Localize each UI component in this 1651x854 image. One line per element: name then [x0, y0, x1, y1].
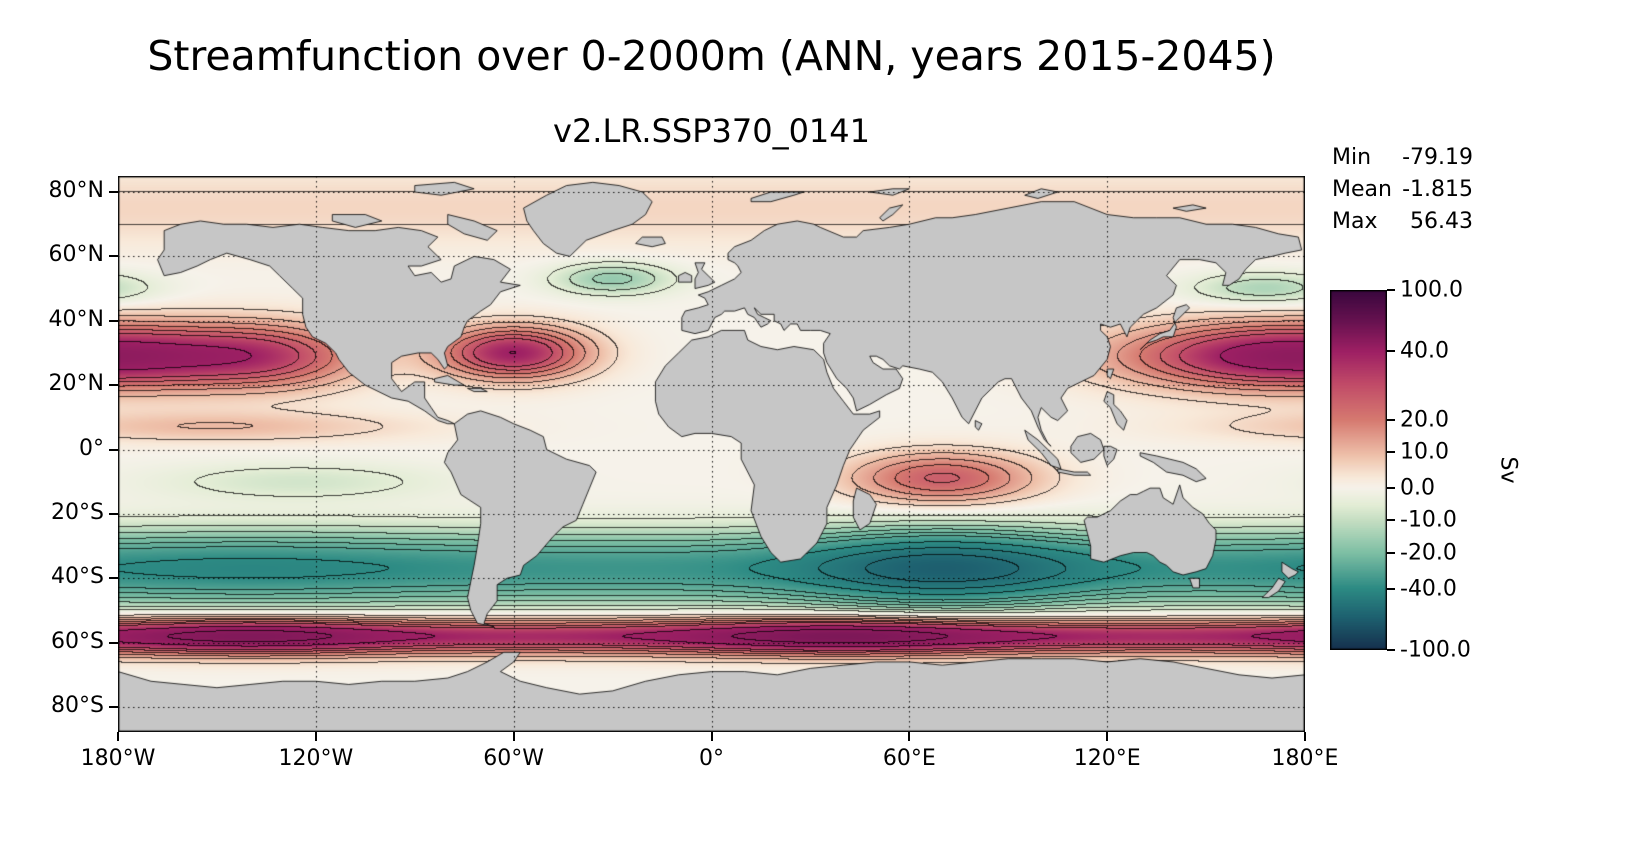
x-tick-mark — [512, 732, 515, 741]
stat-min-label: Min — [1332, 145, 1372, 170]
y-tick-mark — [109, 384, 118, 387]
colorbar-tick-mark — [1387, 551, 1395, 554]
y-tick-mark — [109, 577, 118, 580]
colorbar-tick-label: -20.0 — [1400, 540, 1457, 566]
y-tick-mark — [109, 191, 118, 193]
x-tick-mark — [710, 732, 713, 741]
colorbar-unit-label: Sv — [1495, 456, 1521, 484]
y-tick-label: 20°S — [51, 499, 104, 525]
x-tick-label: 120°W — [278, 746, 354, 771]
x-tick-mark — [1106, 732, 1109, 741]
stat-max-value: 56.43 — [1410, 209, 1473, 234]
x-tick-mark — [1304, 732, 1306, 741]
y-tick-label: 0° — [79, 435, 104, 461]
colorbar-tick-mark — [1387, 350, 1395, 353]
y-tick-label: 80°S — [51, 693, 104, 718]
x-tick-label: 120°E — [1073, 746, 1141, 771]
x-tick-mark — [117, 732, 119, 741]
y-tick-label: 60°N — [48, 242, 104, 268]
colorbar-tick-label: 40.0 — [1400, 338, 1449, 364]
run-subtitle: v2.LR.SSP370_0141 — [553, 112, 870, 150]
colorbar-tick-mark — [1387, 418, 1395, 421]
stat-mean-value: -1.815 — [1402, 177, 1473, 202]
colorbar-tick-label: -10.0 — [1400, 507, 1457, 533]
x-tick-label: 180°W — [80, 746, 156, 771]
y-tick-label: 20°N — [48, 371, 104, 397]
x-tick-label: 0° — [699, 746, 724, 771]
stat-min-value: -79.19 — [1402, 145, 1473, 170]
y-tick-label: 40°S — [51, 564, 104, 590]
colorbar-tick-label: 0.0 — [1400, 475, 1435, 501]
colorbar-tick-mark — [1387, 451, 1395, 453]
stat-mean-label: Mean — [1332, 177, 1392, 202]
colorbar-tick-mark — [1387, 487, 1395, 489]
y-tick-mark — [109, 319, 118, 322]
figure-title: Streamfunction over 0-2000m (ANN, years … — [147, 32, 1276, 80]
colorbar-tick-label: 100.0 — [1400, 277, 1463, 303]
map-plot-area — [118, 176, 1305, 732]
colorbar-tick-label: -40.0 — [1400, 576, 1457, 602]
y-tick-mark — [109, 512, 118, 515]
stat-row-mean: Mean -1.815 — [1332, 174, 1473, 206]
y-tick-mark — [109, 641, 118, 644]
x-tick-label: 180°E — [1271, 746, 1339, 771]
colorbar-tick-mark — [1387, 649, 1395, 651]
y-tick-label: 40°N — [48, 306, 104, 332]
y-tick-mark — [109, 706, 118, 708]
colorbar-gradient — [1330, 290, 1387, 650]
colorbar-tick-label: 20.0 — [1400, 407, 1449, 433]
x-tick-mark — [908, 732, 911, 741]
stat-max-label: Max — [1332, 209, 1378, 234]
streamfunction-map-canvas — [118, 176, 1305, 732]
colorbar-tick-label: -100.0 — [1400, 637, 1471, 663]
colorbar-tick-mark — [1387, 519, 1395, 522]
stat-row-min: Min -79.19 — [1332, 142, 1473, 174]
colorbar-tick-mark — [1387, 587, 1395, 590]
colorbar-tick-label: 10.0 — [1400, 439, 1449, 465]
x-tick-label: 60°E — [882, 746, 936, 771]
colorbar-tick-mark — [1387, 289, 1395, 291]
field-stats: Min -79.19 Mean -1.815 Max 56.43 — [1332, 142, 1473, 238]
colorbar — [1330, 290, 1387, 650]
y-tick-mark — [109, 255, 118, 258]
y-tick-label: 60°S — [51, 628, 104, 654]
y-tick-mark — [109, 448, 118, 451]
stat-row-max: Max 56.43 — [1332, 206, 1473, 238]
y-tick-label: 80°N — [48, 178, 104, 203]
x-tick-mark — [314, 732, 317, 741]
x-tick-label: 60°W — [483, 746, 545, 771]
